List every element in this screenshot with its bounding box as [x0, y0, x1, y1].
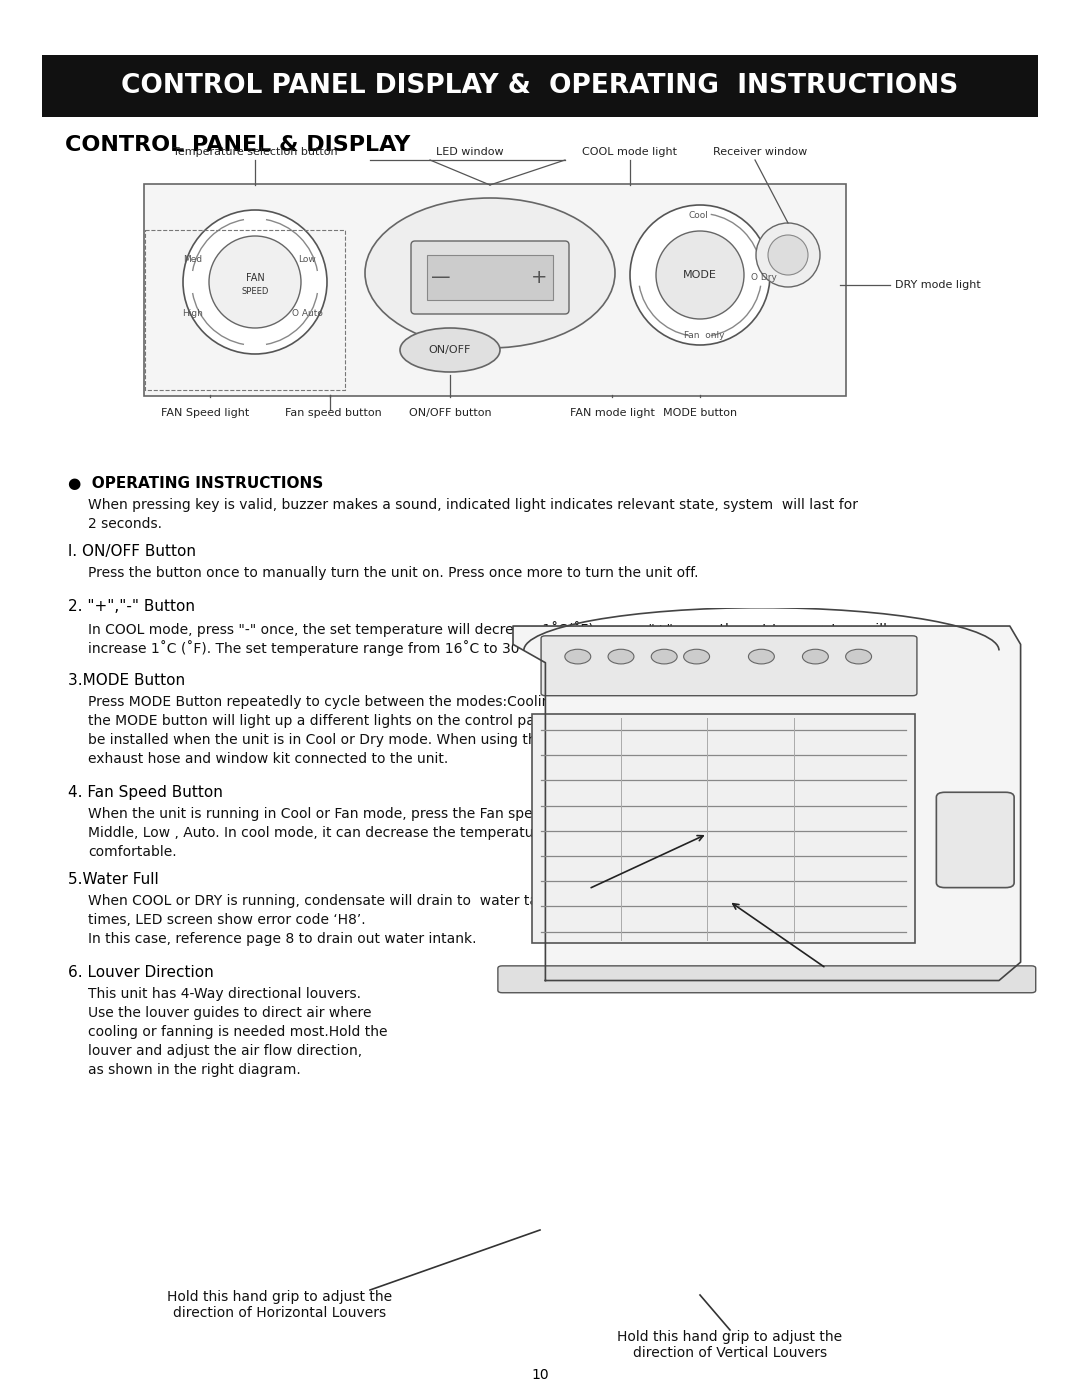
Circle shape [684, 650, 710, 664]
Text: 2. "+","-" Button: 2. "+","-" Button [68, 599, 195, 615]
Circle shape [802, 650, 828, 664]
Text: DRY mode light: DRY mode light [895, 279, 981, 291]
Text: Med: Med [184, 256, 203, 264]
Text: When pressing key is valid, buzzer makes a sound, indicated light indicates rele: When pressing key is valid, buzzer makes… [87, 497, 858, 511]
Circle shape [768, 235, 808, 275]
Ellipse shape [400, 328, 500, 372]
Circle shape [565, 650, 591, 664]
Text: CONTROL PANEL & DISPLAY: CONTROL PANEL & DISPLAY [65, 136, 410, 155]
Circle shape [608, 650, 634, 664]
FancyBboxPatch shape [936, 792, 1014, 887]
Polygon shape [513, 626, 1021, 981]
Text: O Dry: O Dry [751, 272, 777, 282]
Text: l. ON/OFF Button: l. ON/OFF Button [68, 543, 195, 559]
Text: Cool: Cool [688, 211, 707, 219]
Text: 5.Water Full: 5.Water Full [68, 872, 159, 887]
Text: MODE: MODE [683, 270, 717, 279]
Text: Hold this hand grip to adjust the
direction of Horizontal Louvers: Hold this hand grip to adjust the direct… [167, 1289, 392, 1320]
Text: Use the louver guides to direct air where: Use the louver guides to direct air wher… [87, 1006, 372, 1020]
Text: ●  OPERATING INSTRUCTIONS: ● OPERATING INSTRUCTIONS [68, 476, 323, 490]
Text: High: High [183, 310, 203, 319]
Ellipse shape [365, 198, 615, 348]
Circle shape [748, 650, 774, 664]
Circle shape [630, 205, 770, 345]
Text: 3.MODE Button: 3.MODE Button [68, 673, 185, 687]
FancyBboxPatch shape [541, 636, 917, 696]
Text: When the unit is running in Cool or Fan mode, press the Fan speed Button to sele: When the unit is running in Cool or Fan … [87, 807, 823, 821]
Text: When COOL or DRY is running, condensate will drain to  water tank. When water ta: When COOL or DRY is running, condensate … [87, 894, 879, 908]
Text: Middle, Low , Auto. In cool mode, it can decrease the temperature of the room, a: Middle, Low , Auto. In cool mode, it can… [87, 826, 801, 840]
Text: LED window: LED window [436, 147, 503, 156]
Text: 4. Fan Speed Button: 4. Fan Speed Button [68, 785, 222, 800]
Text: FAN: FAN [245, 272, 265, 284]
Text: COOL mode light: COOL mode light [582, 147, 677, 156]
Text: louver and adjust the air flow direction,: louver and adjust the air flow direction… [87, 1044, 362, 1058]
Text: CONTROL PANEL DISPLAY &  OPERATING  INSTRUCTIONS: CONTROL PANEL DISPLAY & OPERATING INSTRU… [121, 73, 959, 99]
Text: ON/OFF button: ON/OFF button [408, 408, 491, 418]
Text: as shown in the right diagram.: as shown in the right diagram. [87, 1063, 300, 1077]
Bar [427, 256, 553, 300]
Text: Receiver window: Receiver window [713, 147, 807, 156]
Text: This unit has 4-Way directional louvers.: This unit has 4-Way directional louvers. [87, 988, 361, 1002]
Text: the MODE button will light up a different lights on the control panel. The exhau: the MODE button will light up a differen… [87, 714, 839, 728]
Text: ON/OFF: ON/OFF [429, 345, 471, 355]
Text: 6. Louver Direction: 6. Louver Direction [68, 965, 214, 981]
Text: FAN mode light: FAN mode light [569, 408, 654, 418]
FancyBboxPatch shape [532, 714, 915, 943]
Text: Fan speed button: Fan speed button [285, 408, 381, 418]
Text: Press MODE Button repeatedly to cycle between the modes:Cooling,Dry,and Fan only: Press MODE Button repeatedly to cycle be… [87, 694, 827, 710]
Text: 10: 10 [531, 1368, 549, 1382]
Text: O Auto: O Auto [292, 310, 323, 319]
Circle shape [651, 650, 677, 664]
Text: —: — [431, 268, 450, 286]
Circle shape [210, 236, 301, 328]
Text: Press the button once to manually turn the unit on. Press once more to turn the : Press the button once to manually turn t… [87, 566, 699, 580]
Bar [145, 231, 345, 390]
FancyBboxPatch shape [411, 242, 569, 314]
Circle shape [756, 224, 820, 286]
Text: FAN Speed light: FAN Speed light [161, 408, 249, 418]
Text: Temperature selection button: Temperature selection button [173, 147, 337, 156]
FancyBboxPatch shape [498, 965, 1036, 993]
Text: In this case, reference page 8 to drain out water intank.: In this case, reference page 8 to drain … [87, 932, 476, 946]
Text: +: + [530, 268, 548, 286]
Text: exhaust hose and window kit connected to the unit.: exhaust hose and window kit connected to… [87, 752, 448, 766]
FancyBboxPatch shape [144, 184, 846, 395]
Text: Fan  only: Fan only [684, 331, 725, 339]
Text: SPEED: SPEED [241, 286, 269, 296]
Circle shape [656, 231, 744, 319]
Text: 2 seconds.: 2 seconds. [87, 517, 162, 531]
Text: Low: Low [298, 256, 315, 264]
Text: MODE button: MODE button [663, 408, 737, 418]
Circle shape [183, 210, 327, 353]
Text: comfortable.: comfortable. [87, 845, 177, 859]
Text: times, LED screen show error code ‘H8’.: times, LED screen show error code ‘H8’. [87, 914, 366, 928]
Bar [42, 54, 1038, 117]
Text: cooling or fanning is needed most.Hold the: cooling or fanning is needed most.Hold t… [87, 1025, 388, 1039]
Text: increase 1˚C (˚F). The set temperature range from 16˚C to 30˚C(61˚F to 86˚F).: increase 1˚C (˚F). The set temperature r… [87, 640, 639, 657]
Text: Hold this hand grip to adjust the
direction of Vertical Louvers: Hold this hand grip to adjust the direct… [618, 1330, 842, 1361]
Text: be installed when the unit is in Cool or Dry mode. When using the unit as a fan,: be installed when the unit is in Cool or… [87, 733, 841, 747]
Text: In COOL mode, press "-" once, the set temperature will decrease 1˚C(˚F) , press : In COOL mode, press "-" once, the set te… [87, 622, 887, 637]
Circle shape [846, 650, 872, 664]
